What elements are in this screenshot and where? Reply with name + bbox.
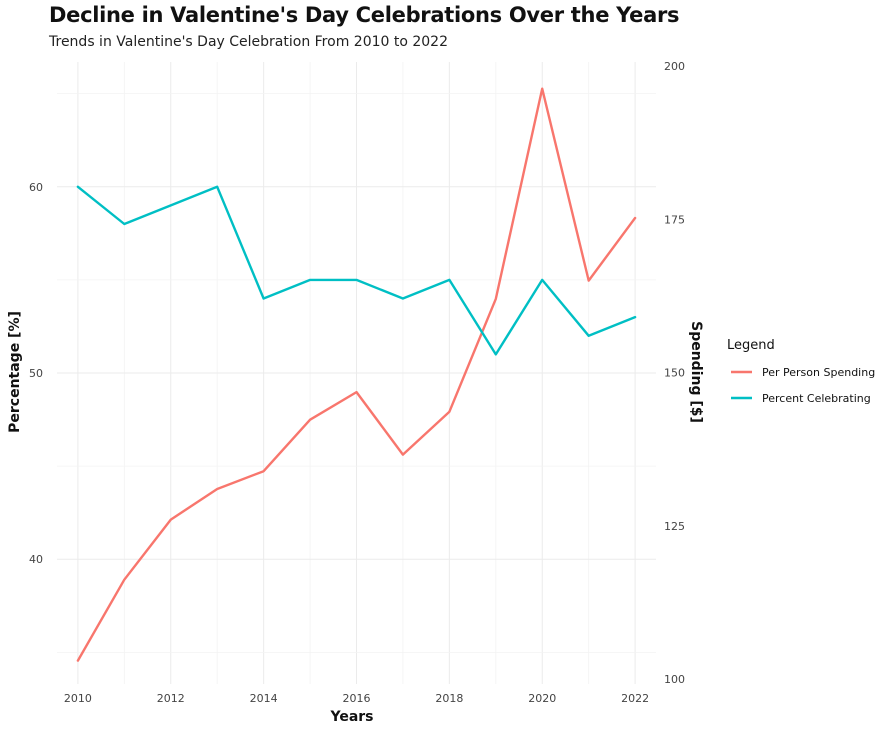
legend: Legend Per Person Spending Percent Celebr… [727, 338, 875, 405]
x-axis-title: Years [329, 709, 373, 725]
series-lines [76, 87, 637, 662]
x-tick-label: 2010 [64, 692, 92, 705]
x-tick-label: 2022 [621, 692, 649, 705]
y-axis-right-title: Spending [$] [688, 321, 704, 423]
y-left-tick-label: 40 [29, 553, 43, 566]
y-right-tick-label: 200 [664, 60, 685, 73]
x-tick-label: 2020 [528, 692, 556, 705]
legend-title: Legend [727, 338, 775, 353]
tick-labels: 2010 2012 2014 2016 2018 2020 2022 40 50 60 100 125… [29, 60, 685, 705]
legend-label: Per Person Spending [762, 366, 875, 379]
y-right-tick-label: 100 [664, 673, 685, 686]
series-line-percent-celebrating [76, 185, 637, 356]
y-left-tick-label: 50 [29, 367, 43, 380]
x-tick-label: 2014 [250, 692, 278, 705]
legend-label: Percent Celebrating [762, 392, 871, 405]
grid-lines [57, 62, 656, 684]
y-axis-left-title: Percentage [%] [7, 311, 23, 433]
x-tick-label: 2016 [343, 692, 371, 705]
series-line-per-person-spending [76, 87, 637, 662]
chart-subtitle: Trends in Valentine's Day Celebration Fr… [49, 34, 448, 50]
x-tick-label: 2018 [435, 692, 463, 705]
x-tick-label: 2012 [157, 692, 185, 705]
y-right-tick-label: 175 [664, 213, 685, 226]
chart-title: Decline in Valentine's Day Celebrations … [49, 3, 680, 27]
y-right-tick-label: 150 [664, 367, 685, 380]
y-left-tick-label: 60 [29, 181, 43, 194]
y-right-tick-label: 125 [664, 520, 685, 533]
